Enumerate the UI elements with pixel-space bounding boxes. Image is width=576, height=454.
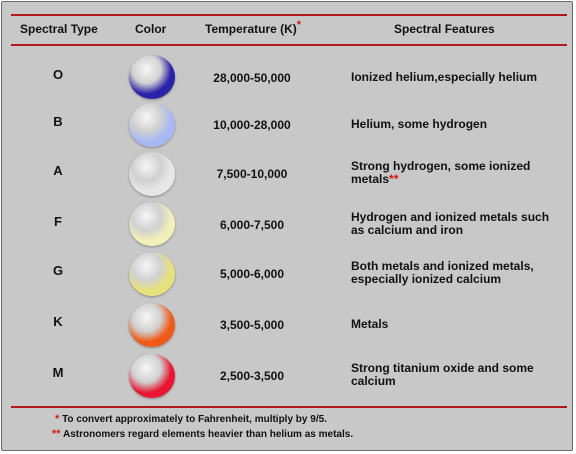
spectral-type-cell: A [53, 163, 63, 178]
spectral-features-text: Ionized helium,especially helium [351, 70, 538, 84]
spectral-features-text: Both metals and ionized metals, especial… [351, 259, 534, 286]
temperature-cell: 6,000-7,500 [219, 218, 285, 232]
spectral-features-text: Helium, some hydrogen [351, 117, 488, 131]
header-temperature-label: Temperature (K) [205, 22, 297, 36]
footnote-2: ** Astronomers regard elements heavier t… [52, 428, 353, 440]
color-swatch [129, 103, 175, 147]
color-swatch [129, 202, 175, 246]
table-row: M 2,500-3,500 Strong titanium oxide and so… [2, 349, 574, 400]
spectral-type-cell: K [53, 314, 63, 329]
spectral-features-cell: Metals [351, 318, 561, 331]
spectral-features-cell: Ionized helium,especially helium [351, 71, 561, 84]
spectral-features-text: Metals [351, 317, 389, 331]
color-swatch [129, 55, 175, 99]
header-spectral-type: Spectral Type [20, 22, 98, 36]
spectral-features-cell: Both metals and ionized metals, especial… [351, 260, 561, 286]
spectral-type-cell: M [52, 365, 64, 380]
footnote-2-mark: ** [52, 428, 61, 440]
temperature-cell: 2,500-3,500 [219, 369, 285, 383]
top-rule [11, 14, 567, 16]
spectral-features-cell: Helium, some hydrogen [351, 118, 561, 131]
temperature-cell: 3,500-5,000 [219, 318, 285, 332]
spectral-features-cell: Hydrogen and ionized metals such as calc… [351, 211, 561, 237]
color-swatch [129, 354, 175, 398]
spectral-type-cell: O [52, 67, 64, 82]
spectral-features-text: Strong hydrogen, some ionized metals [351, 159, 531, 186]
color-swatch [129, 252, 175, 296]
table-row: G 5,000-6,000 Both metals and ionized meta… [2, 247, 574, 298]
spectral-features-cell: Strong titanium oxide and some calcium [351, 362, 561, 388]
footnote-2-text: Astronomers regard elements heavier than… [62, 429, 354, 440]
spectral-features-text: Strong titanium oxide and some calcium [351, 361, 534, 388]
table-row: F 6,000-7,500 Hydrogen and ionized metals … [2, 198, 574, 249]
table-row: K 3,500-5,000 Metals [2, 298, 574, 349]
color-swatch [129, 152, 175, 196]
temperature-cell: 10,000-28,000 [213, 118, 291, 132]
spectral-type-cell: G [52, 263, 64, 278]
metals-footnote-mark: ** [389, 172, 399, 186]
footnote-1: * To convert approximately to Fahrenheit… [55, 413, 327, 425]
table-row: A 7,500-10,000 Strong hydrogen, some ioniz… [2, 147, 574, 198]
footnote-1-mark: * [55, 413, 60, 425]
table-row: O 28,000-50,000 Ionized helium,especially … [2, 51, 574, 102]
color-swatch [129, 303, 175, 347]
header-temperature-mark: * [296, 19, 302, 31]
footnote-1-text: To convert approximately to Fahrenheit, … [62, 414, 327, 425]
spectral-features-text: Hydrogen and ionized metals such as calc… [351, 210, 550, 237]
header-color: Color [135, 22, 167, 36]
header-rule [11, 44, 567, 46]
bottom-rule [11, 406, 567, 408]
temperature-cell: 7,500-10,000 [216, 167, 288, 181]
table-row: B 10,000-28,000 Helium, some hydrogen [2, 98, 574, 149]
spectral-type-cell: B [53, 114, 63, 129]
header-spectral-features: Spectral Features [394, 22, 495, 36]
temperature-cell: 28,000-50,000 [213, 71, 291, 85]
spectral-type-cell: F [54, 214, 62, 229]
header-temperature: Temperature (K)* [205, 19, 302, 36]
spectral-features-cell: Strong hydrogen, some ionized metals** [351, 160, 561, 186]
temperature-cell: 5,000-6,000 [219, 267, 285, 281]
